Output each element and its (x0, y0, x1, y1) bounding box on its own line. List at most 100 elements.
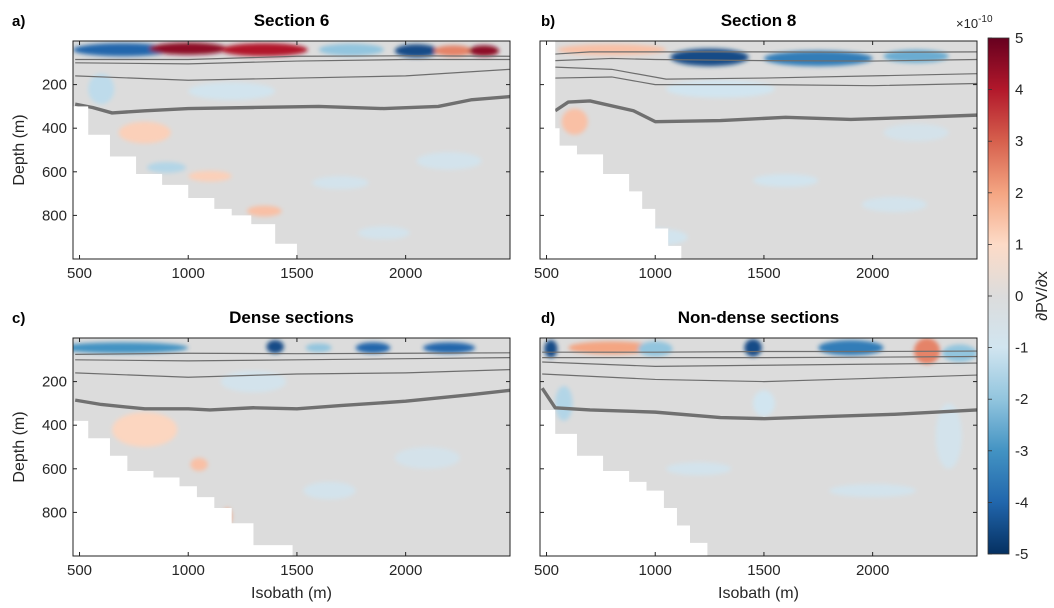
panel-title: Non-dense sections (678, 308, 840, 327)
pv-anomaly (220, 43, 308, 57)
x-tick-label: 1500 (280, 265, 313, 282)
field-background (540, 338, 977, 556)
pv-anomaly (220, 370, 287, 393)
colorbar-tick-label: -2 (1015, 391, 1028, 408)
colorbar-tick-label: 0 (1015, 288, 1023, 305)
pv-anomaly (666, 80, 775, 98)
pv-anomaly (190, 457, 208, 471)
pv-anomaly (883, 123, 949, 142)
pv-anomaly (312, 176, 369, 190)
pv-anomaly (73, 43, 174, 57)
colorbar-tick-label: -3 (1015, 443, 1028, 460)
colorbar-tick-label: -1 (1015, 340, 1028, 357)
y-tick-label: 400 (42, 417, 67, 434)
x-tick-label: 500 (534, 265, 559, 282)
pv-anomaly (394, 44, 439, 58)
x-tick-label: 500 (67, 265, 92, 282)
panel-label: d) (541, 310, 555, 327)
pv-anomaly (318, 43, 384, 56)
colorbar-tick-label: 1 (1015, 236, 1023, 253)
colorbar-tick-label: -4 (1015, 494, 1028, 511)
y-tick-label: 800 (42, 504, 67, 521)
colorbar-multiplier: ×10-10 (956, 14, 993, 31)
pv-anomaly (942, 344, 977, 362)
isopycnal-line (555, 51, 977, 55)
colorbar-tick-label: 3 (1015, 133, 1023, 150)
panel-label: a) (12, 13, 25, 30)
x-tick-label: 1000 (639, 562, 672, 579)
field-background (73, 338, 510, 556)
isopycnal-thick-line (555, 99, 977, 124)
y-tick-label: 400 (42, 120, 67, 137)
pv-anomaly (303, 481, 356, 500)
x-tick-label: 500 (67, 562, 92, 579)
pv-anomaly (883, 49, 949, 63)
panel-d: d) Non-dense sections 500 1000 1500 2000 (534, 308, 978, 579)
x-tick-label: 1000 (172, 562, 205, 579)
isopycnal-line (75, 357, 510, 362)
x-tick-label: 500 (534, 562, 559, 579)
panel-label: c) (12, 310, 25, 327)
pv-anomaly (88, 73, 115, 105)
pv-anomaly (394, 447, 460, 469)
pv-anomaly (433, 45, 474, 57)
pv-anomaly (118, 121, 171, 144)
pv-anomaly (149, 42, 228, 55)
colorbar-tick-label: 4 (1015, 82, 1023, 99)
pv-anomaly (146, 161, 187, 173)
x-tick-label: 2000 (389, 562, 422, 579)
pv-anomaly (305, 343, 332, 353)
colorbar-tick-label: 2 (1015, 185, 1023, 202)
x-tick-label: 2000 (856, 265, 889, 282)
isopycnal-line (75, 352, 510, 355)
pv-anomaly (935, 403, 962, 469)
y-axis-label: Depth (m) (11, 114, 28, 185)
x-axis-label: Isobath (m) (251, 585, 332, 602)
x-tick-label: 1500 (747, 265, 780, 282)
pv-anomaly (357, 226, 410, 240)
pv-gradient-field (555, 41, 977, 259)
x-tick-label: 1500 (747, 562, 780, 579)
isopycnal-line (542, 373, 977, 383)
pv-anomaly (753, 173, 819, 188)
isopycnal-line (555, 76, 977, 87)
y-tick-label: 200 (42, 374, 67, 391)
isopycnal-thick-line (74, 94, 510, 115)
isopycnal-line (75, 68, 510, 81)
isopycnal-line (542, 355, 977, 359)
pv-anomaly (266, 340, 284, 354)
pv-anomaly (555, 385, 573, 421)
pv-anomaly (666, 462, 732, 476)
colorbar-tick-label: -5 (1015, 546, 1028, 563)
colorbar: ×10-10 ∂PV/∂x 5 4 3 2 1 0 -1 -2 -3 -4 -5 (956, 14, 1051, 563)
pv-anomaly (818, 340, 884, 356)
isopycnal-line (542, 361, 977, 367)
x-tick-label: 2000 (389, 265, 422, 282)
pv-anomaly (753, 390, 775, 417)
panel-c: c) Dense sections 500 1000 1500 2000 200 400 6… (12, 308, 511, 579)
x-tick-label: 1500 (280, 562, 313, 579)
pv-anomaly (861, 196, 927, 213)
pv-anomaly (188, 82, 276, 100)
y-tick-label: 800 (42, 207, 67, 224)
x-axis-label: Isobath (m) (718, 585, 799, 602)
pv-anomaly (355, 342, 391, 354)
pv-anomaly (829, 484, 917, 498)
field-background (555, 41, 977, 259)
y-tick-label: 600 (42, 164, 67, 181)
plot-frame (72, 337, 511, 557)
x-tick-label: 2000 (856, 562, 889, 579)
pv-anomaly (557, 44, 667, 56)
pv-anomaly (73, 342, 189, 354)
panel-b: b) Section 8 500 1000 1500 2000 (534, 11, 978, 282)
pv-anomaly (223, 508, 232, 526)
x-tick-label: 1000 (639, 265, 672, 282)
y-tick-label: 600 (42, 461, 67, 478)
pv-anomaly (622, 228, 688, 246)
pv-anomaly (423, 342, 476, 354)
panel-label: b) (541, 13, 555, 30)
plot-frame (539, 337, 978, 557)
colorbar-label: ∂PV/∂x (1034, 271, 1051, 321)
y-tick-label: 200 (42, 77, 67, 94)
pv-anomaly (744, 339, 762, 357)
